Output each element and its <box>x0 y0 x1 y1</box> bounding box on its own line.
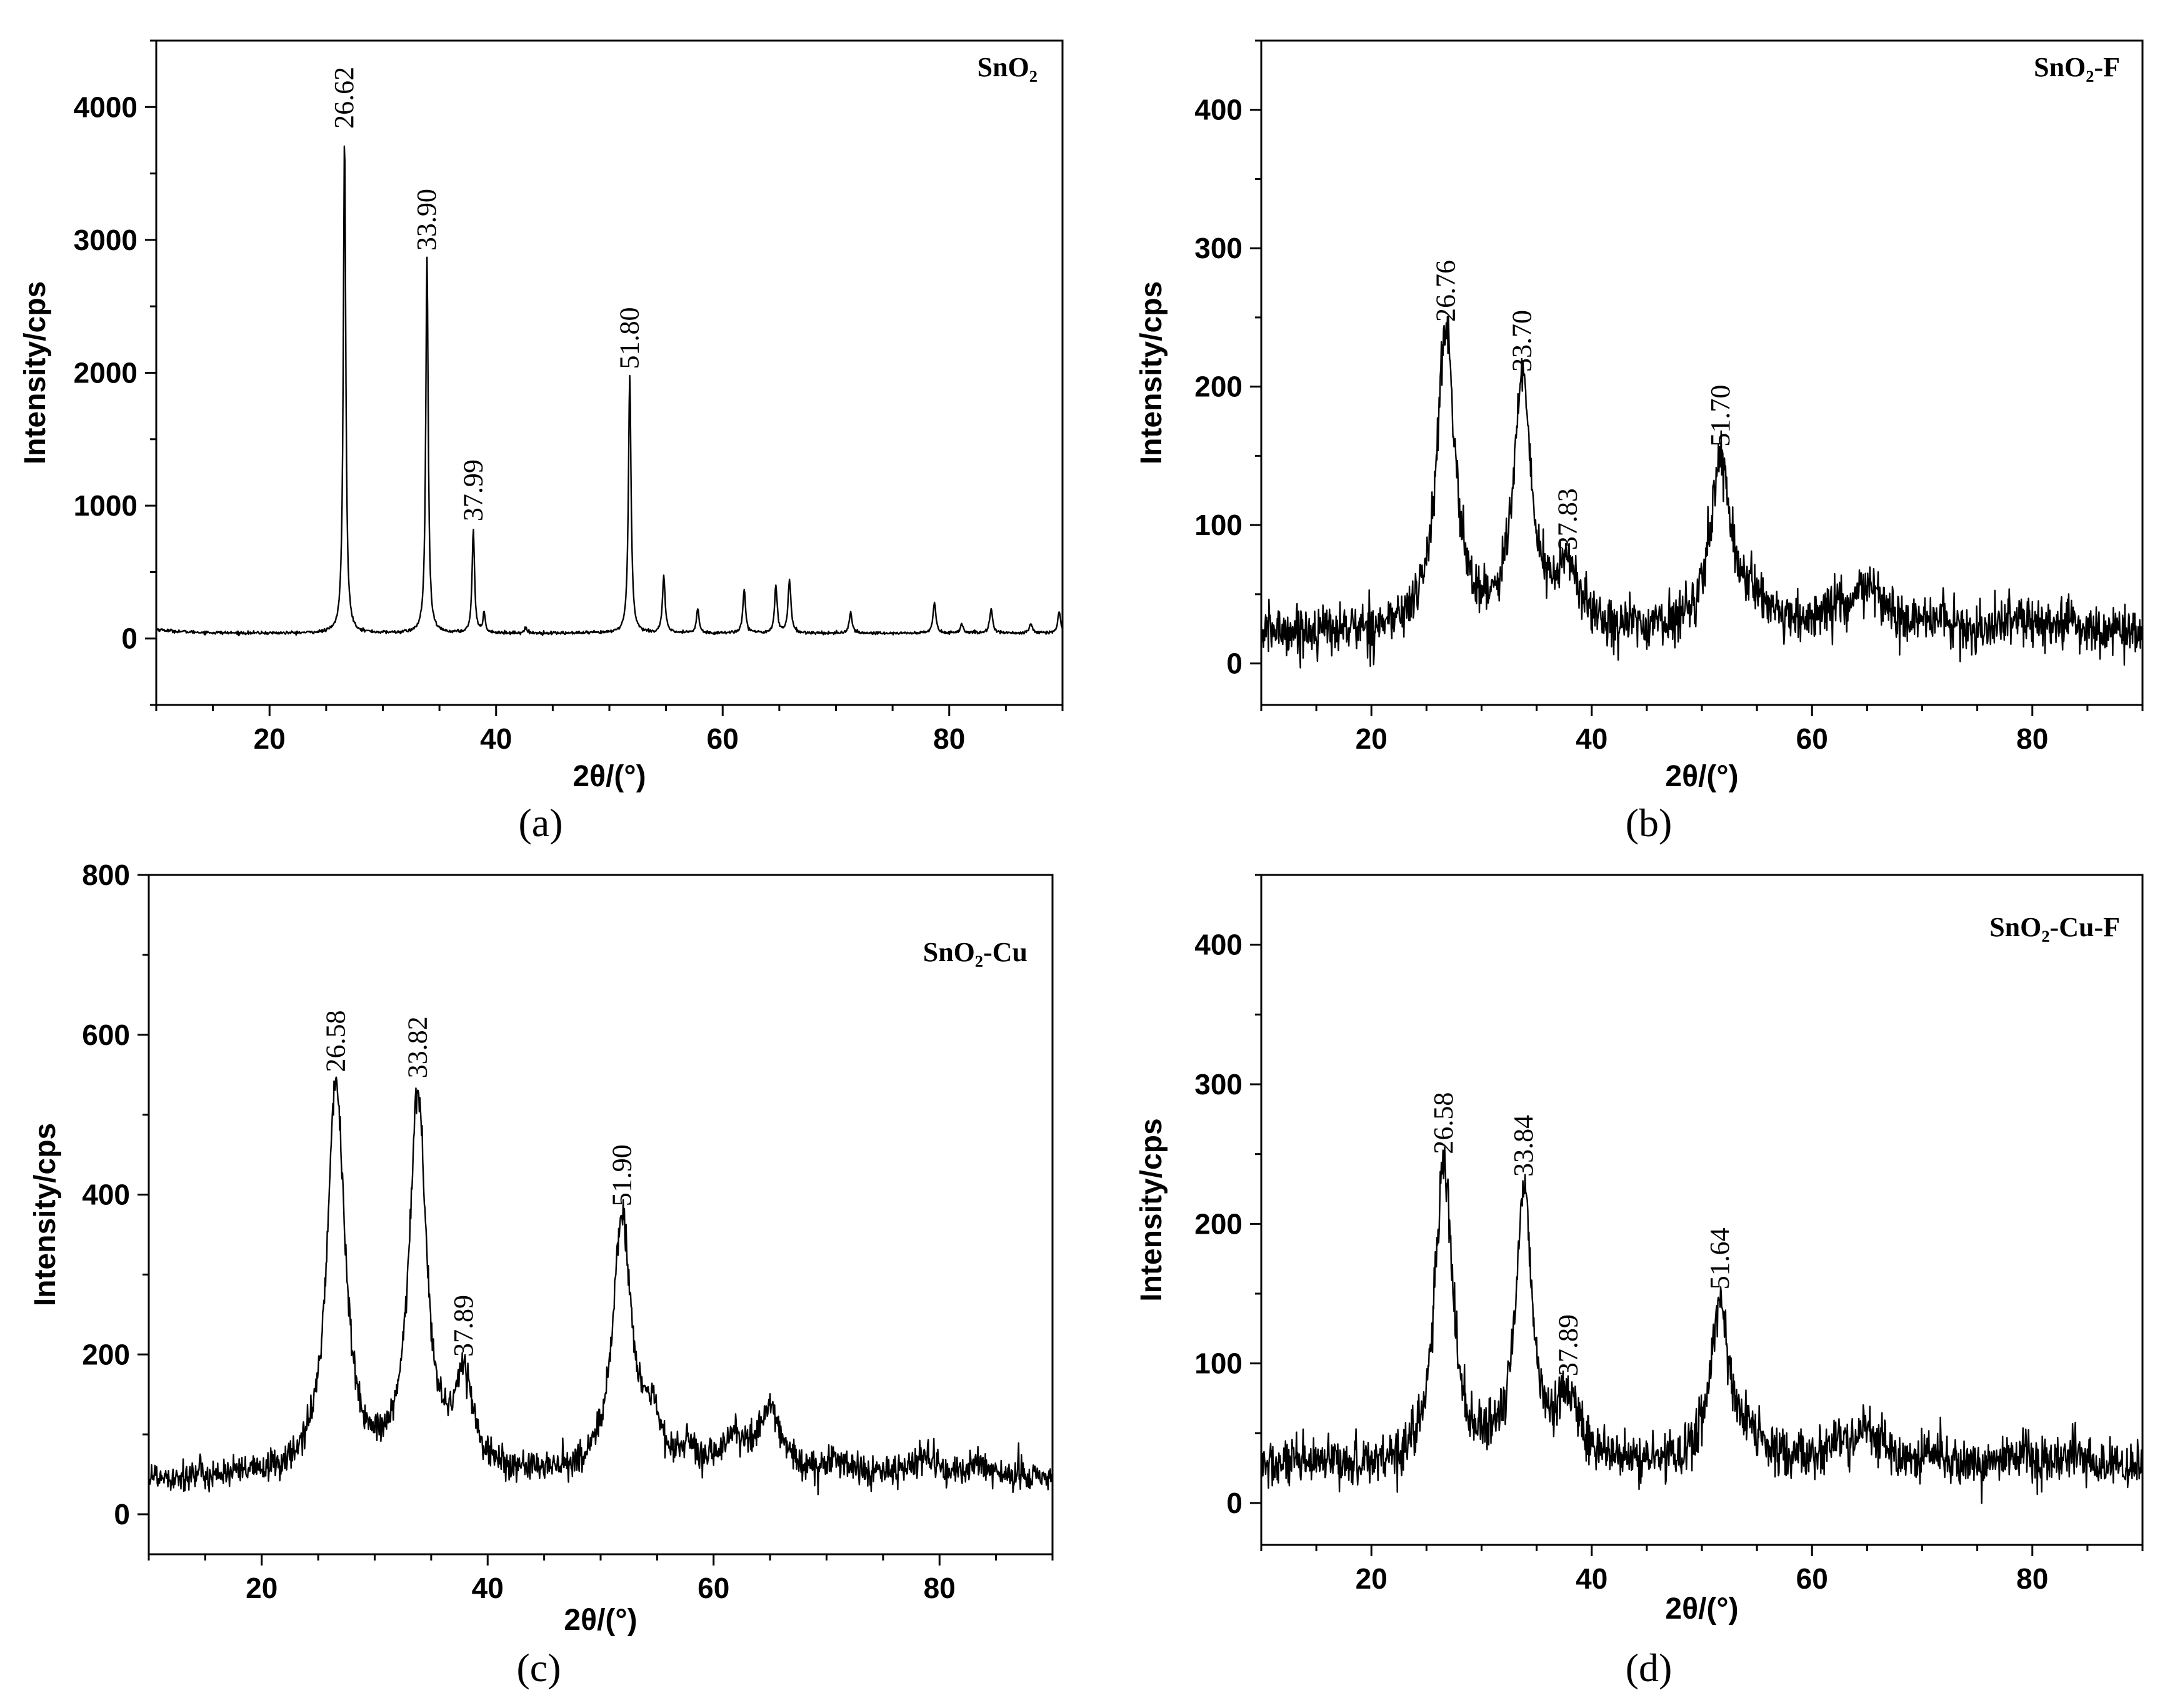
plot-frame <box>148 874 1054 1556</box>
y-tick-label: 300 <box>1194 1068 1242 1101</box>
x-tick-label: 20 <box>1356 722 1388 755</box>
x-tick-label: 60 <box>1796 1562 1828 1595</box>
x-tick-label: 40 <box>1576 1562 1608 1595</box>
y-tick-label: 0 <box>1226 647 1242 680</box>
x-tick-label: 20 <box>246 1572 278 1604</box>
chart-title: SnO₂-Cu-F <box>1989 912 2120 942</box>
y-axis-title: Intensity/cps <box>1135 281 1168 464</box>
y-axis-title: Intensity/cps <box>1135 1118 1168 1301</box>
x-tick-label: 80 <box>924 1572 956 1604</box>
x-tick-label: 40 <box>1576 722 1608 755</box>
peak-annotation: 37.99 <box>458 459 488 521</box>
y-tick-label: 0 <box>1226 1487 1242 1519</box>
series-line <box>156 145 1062 637</box>
y-axis-title: Intensity/cps <box>29 1123 62 1306</box>
chart-panel-b: 20 40 60 80 0 100 200 300 400 2θ/(°) Intensity/cps… <box>1135 39 2144 845</box>
chart-title: SnO₂-F <box>2034 52 2120 82</box>
x-tick-label: 20 <box>254 722 286 755</box>
y-tick-label: 3000 <box>74 224 138 256</box>
chart-title: SnO₂-Cu <box>923 937 1028 967</box>
x-tick-label: 40 <box>472 1572 504 1604</box>
x-axis-title: 2θ/(°) <box>1665 760 1738 793</box>
y-tick-label: 200 <box>82 1338 130 1371</box>
peak-annotation: 51.64 <box>1704 1227 1735 1289</box>
peak-annotation: 51.70 <box>1705 385 1736 447</box>
x-tick-label: 60 <box>1796 722 1828 755</box>
series-line <box>149 1076 1052 1496</box>
chart-panel-c: 20 40 60 8002004006008002θ/(°)Intensity/cps… <box>29 859 1054 1690</box>
peak-annotation: 51.80 <box>614 307 645 369</box>
panel-label: (b) <box>1626 801 1672 845</box>
y-tick-label: 0 <box>121 622 138 655</box>
y-tick-label: 600 <box>82 1019 130 1051</box>
peak-annotation: 37.89 <box>448 1295 479 1357</box>
panel-label: (c) <box>516 1646 561 1690</box>
y-tick-label: 400 <box>1194 94 1242 126</box>
x-axis-title: 2θ/(°) <box>1665 1592 1738 1626</box>
y-tick-label: 200 <box>1194 1207 1242 1240</box>
peak-annotation: 26.58 <box>321 1011 351 1072</box>
y-tick-label: 400 <box>1194 929 1242 961</box>
x-tick-label: 80 <box>2016 1562 2048 1595</box>
peak-annotation: 37.89 <box>1553 1314 1584 1376</box>
y-tick-label: 400 <box>82 1179 130 1211</box>
peak-annotation: 26.62 <box>329 67 359 129</box>
y-tick-label: 800 <box>82 859 130 891</box>
peak-annotation: 37.83 <box>1552 488 1583 550</box>
peak-annotation: 26.76 <box>1430 260 1461 322</box>
x-axis-title: 2θ/(°) <box>564 1604 637 1637</box>
y-tick-label: 0 <box>114 1498 130 1531</box>
chart-panel-d: 20 40 60 80 0 100 200 300 400 2θ/(°) Intensity/cps… <box>1135 874 2144 1690</box>
peak-annotation: 51.90 <box>606 1144 637 1206</box>
y-tick-label: 100 <box>1194 509 1242 541</box>
panel-label: (a) <box>518 801 562 845</box>
peak-annotation: 33.70 <box>1507 310 1538 372</box>
peak-annotation: 33.84 <box>1508 1115 1539 1177</box>
x-tick-label: 80 <box>933 722 965 755</box>
y-tick-label: 200 <box>1194 371 1242 403</box>
y-tick-label: 100 <box>1194 1347 1242 1380</box>
series-line <box>1261 1146 2142 1504</box>
y-tick-label: 300 <box>1194 232 1242 264</box>
peak-annotation: 33.90 <box>411 189 442 251</box>
series-line <box>1261 316 2142 669</box>
y-tick-label: 4000 <box>74 91 138 123</box>
y-tick-label: 2000 <box>74 357 138 389</box>
panel-label: (d) <box>1626 1646 1672 1690</box>
chart-panel-a: 20 40 60 80 0 1000 2000 3000 4000 2θ/(°) Intensity… <box>19 39 1064 845</box>
x-axis-title: 2θ/(°) <box>572 760 646 793</box>
x-tick-label: 40 <box>480 722 512 755</box>
x-tick-label: 80 <box>2016 722 2048 755</box>
x-tick-label: 60 <box>707 722 739 755</box>
x-tick-label: 20 <box>1356 1562 1388 1595</box>
x-tick-label: 60 <box>698 1572 729 1604</box>
plot-frame <box>155 39 1064 706</box>
peak-annotation: 26.58 <box>1428 1092 1459 1154</box>
y-axis-title: Intensity/cps <box>19 281 52 464</box>
y-tick-label: 1000 <box>74 489 138 522</box>
peak-annotation: 33.82 <box>402 1016 433 1078</box>
chart-title: SnO₂ <box>978 52 1038 82</box>
